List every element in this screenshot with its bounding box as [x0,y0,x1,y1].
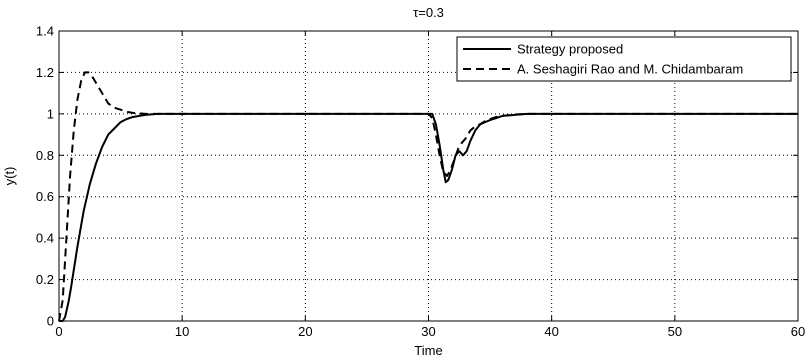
chart-title: τ=0.3 [413,5,444,20]
legend-box [456,36,792,82]
legend: Strategy proposed A. Seshagiri Rao and M… [456,36,792,82]
x-tick-label: 60 [791,324,805,339]
tick-layer: 0 10 20 30 40 50 60 0 0.2 0.4 0.6 0.8 1 1.2 1.4 [36,24,805,340]
y-tick-label: 0.4 [36,231,54,246]
x-axis-title: Time [414,343,442,358]
series-line-strategy-proposed [59,112,798,322]
series-layer [58,71,798,322]
y-tick-label: 0 [47,314,54,329]
x-tick-label: 20 [298,324,312,339]
x-tick-label: 40 [544,324,558,339]
y-tick-label: 0.2 [36,272,54,287]
series-line-rao-chidambaram [58,71,798,322]
y-tick-label: 1 [47,106,54,121]
y-tick-label: 0.8 [36,148,54,163]
y-tick-label: 1.4 [36,24,54,39]
x-tick-label: 10 [175,324,189,339]
y-tick-label: 0.6 [36,189,54,204]
x-tick-label: 50 [668,324,682,339]
x-tick-label: 30 [421,324,435,339]
y-tick-label: 1.2 [36,65,54,80]
legend-label-strategy-proposed: Strategy proposed [517,42,623,57]
y-axis-title: y(t) [2,167,17,186]
legend-label-rao-chidambaram: A. Seshagiri Rao and M. Chidambaram [517,62,743,77]
x-tick-label: 0 [55,324,62,339]
